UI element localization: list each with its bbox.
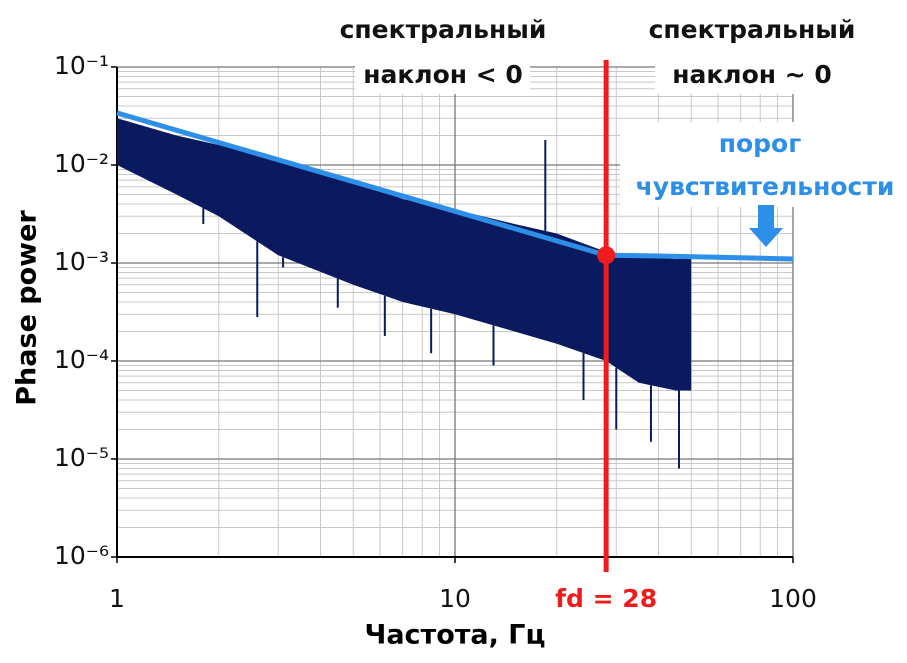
fd-point [597,246,616,265]
fd-label: fd = 28 [555,584,657,613]
spectrum-area [117,118,692,391]
x-tick-label: 100 [769,584,817,613]
annotation-bg [655,58,855,94]
annotation: спектральный [340,15,547,44]
annotation: наклон ~ 0 [672,60,832,89]
y-tick-label: 10⁻³ [54,247,109,276]
annotation-bg [625,12,870,52]
x-tick-label: 1 [109,584,125,613]
annotation: наклон < 0 [363,60,523,89]
x-tick-label: 10 [439,584,471,613]
x-axis-label: Частота, Гц [365,620,546,651]
annotation: чувствительности [636,172,895,201]
annotation: спектральный [649,15,856,44]
threshold-line [116,110,794,262]
annotation-bg [330,12,560,52]
arrow [749,205,783,247]
annotation-bg [620,122,907,207]
annotation: порог [719,129,802,158]
y-tick-label: 10⁻⁵ [54,443,109,472]
y-tick-label: 10⁻² [54,149,109,178]
annotation-bg [355,58,530,94]
y-tick-label: 10⁻¹ [54,51,109,80]
y-axis-label: Phase power [12,210,43,406]
y-tick-label: 10⁻⁶ [54,541,109,570]
y-tick-label: 10⁻⁴ [54,345,109,374]
